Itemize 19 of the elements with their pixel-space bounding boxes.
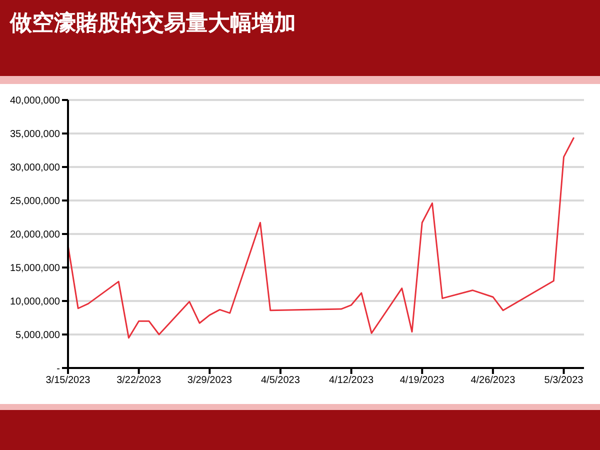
x-tick-label: 4/26/2023 — [470, 375, 516, 386]
y-tick-label: - — [56, 364, 60, 375]
x-tick-label: 3/15/2023 — [46, 375, 91, 386]
x-tick-label: 4/12/2023 — [329, 375, 374, 386]
y-tick-label: 20,000,000 — [10, 230, 60, 241]
x-tick-label: 3/22/2023 — [116, 375, 162, 386]
line-series — [68, 136, 575, 339]
y-tick-label: 35,000,000 — [10, 129, 60, 140]
y-tick-label: 10,000,000 — [10, 296, 60, 308]
x-tick-label: 3/29/2023 — [187, 375, 232, 386]
y-tick-label: 25,000,000 — [10, 196, 60, 208]
chart-title: 做空濠賭股的交易量大幅增加 — [10, 10, 296, 38]
y-tick-label: 30,000,000 — [10, 162, 60, 174]
y-tick-label: 40,000,000 — [10, 96, 60, 107]
x-tick-label: 4/5/2023 — [261, 375, 300, 386]
x-tick-label: 5/3/2023 — [544, 375, 584, 386]
y-tick-label: 5,000,000 — [16, 330, 60, 342]
x-tick-label: 4/19/2023 — [400, 375, 445, 386]
y-tick-label: 15,000,000 — [10, 263, 60, 274]
